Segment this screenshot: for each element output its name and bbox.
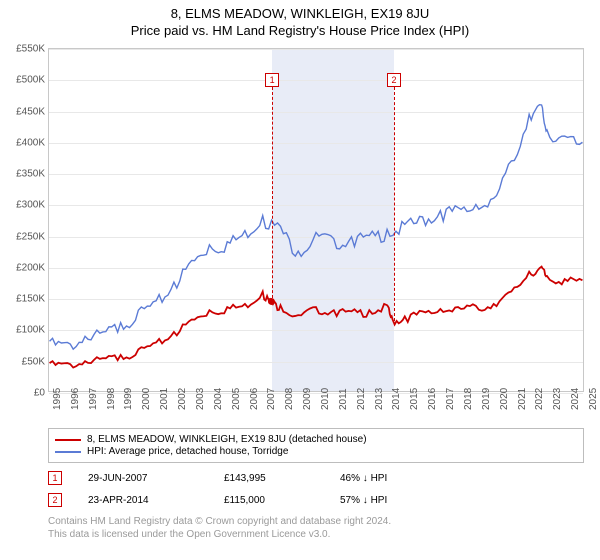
sale-row: 2 23-APR-2014 £115,000 57% ↓ HPI: [48, 493, 584, 507]
marker-dot: [268, 298, 275, 305]
y-tick-label: £300K: [1, 200, 45, 211]
y-tick-label: £250K: [1, 231, 45, 242]
sale-row: 1 29-JUN-2007 £143,995 46% ↓ HPI: [48, 471, 584, 485]
x-tick-label: 2009: [302, 388, 313, 410]
x-tick-label: 1999: [123, 388, 134, 410]
x-tick-label: 2019: [481, 388, 492, 410]
sale-hpi: 46% ↓ HPI: [340, 473, 387, 484]
footer-line-2: This data is licensed under the Open Gov…: [48, 528, 584, 541]
legend-swatch: [55, 439, 81, 441]
x-tick-label: 2017: [445, 388, 456, 410]
x-tick-label: 2006: [249, 388, 260, 410]
sale-price: £115,000: [224, 495, 314, 506]
x-tick-label: 2024: [570, 388, 581, 410]
x-tick-label: 2013: [374, 388, 385, 410]
chart-title-1: 8, ELMS MEADOW, WINKLEIGH, EX19 8JU: [0, 6, 600, 21]
series-line: [50, 105, 583, 349]
x-tick-label: 2023: [552, 388, 563, 410]
sale-date: 23-APR-2014: [88, 495, 198, 506]
sale-date: 29-JUN-2007: [88, 473, 198, 484]
x-tick-label: 2008: [284, 388, 295, 410]
x-tick-label: 2002: [177, 388, 188, 410]
y-tick-label: £100K: [1, 325, 45, 336]
x-tick-label: 2021: [517, 388, 528, 410]
legend-label: HPI: Average price, detached house, Torr…: [87, 446, 288, 457]
x-tick-label: 2010: [320, 388, 331, 410]
y-tick-label: £550K: [1, 44, 45, 55]
x-tick-label: 1995: [52, 388, 63, 410]
footer-line-1: Contains HM Land Registry data © Crown c…: [48, 515, 584, 528]
sale-hpi: 57% ↓ HPI: [340, 495, 387, 506]
y-tick-label: £150K: [1, 294, 45, 305]
x-tick-label: 2018: [463, 388, 474, 410]
y-tick-label: £50K: [1, 356, 45, 367]
x-tick-label: 1996: [70, 388, 81, 410]
sale-marker-box: 2: [48, 493, 62, 507]
x-tick-label: 2003: [195, 388, 206, 410]
x-tick-label: 2007: [266, 388, 277, 410]
x-tick-label: 2005: [231, 388, 242, 410]
x-tick-label: 1997: [88, 388, 99, 410]
x-tick-label: 2000: [141, 388, 152, 410]
legend-row: HPI: Average price, detached house, Torr…: [55, 446, 577, 457]
y-tick-label: £350K: [1, 169, 45, 180]
series-line: [50, 267, 583, 368]
y-tick-label: £400K: [1, 137, 45, 148]
legend-box: 8, ELMS MEADOW, WINKLEIGH, EX19 8JU (det…: [48, 428, 584, 463]
x-tick-label: 2020: [499, 388, 510, 410]
x-tick-label: 2025: [588, 388, 599, 410]
chart-marker-box: 1: [265, 73, 279, 87]
x-tick-label: 1998: [106, 388, 117, 410]
x-tick-label: 2016: [427, 388, 438, 410]
chart-lines-svg: [49, 49, 583, 391]
y-tick-label: £450K: [1, 106, 45, 117]
x-tick-label: 2011: [338, 388, 349, 410]
chart-marker-box: 2: [387, 73, 401, 87]
y-tick-label: £0: [1, 388, 45, 399]
footer-note: Contains HM Land Registry data © Crown c…: [48, 515, 584, 541]
legend-swatch: [55, 451, 81, 453]
x-tick-label: 2014: [391, 388, 402, 410]
chart-plot-area: £0£50K£100K£150K£200K£250K£300K£350K£400…: [48, 48, 584, 392]
sale-marker-box: 1: [48, 471, 62, 485]
x-tick-label: 2004: [213, 388, 224, 410]
chart-title-2: Price paid vs. HM Land Registry's House …: [0, 23, 600, 38]
y-tick-label: £200K: [1, 262, 45, 273]
x-tick-label: 2001: [159, 388, 170, 410]
sale-price: £143,995: [224, 473, 314, 484]
x-tick-label: 2015: [409, 388, 420, 410]
x-tick-label: 2012: [356, 388, 367, 410]
legend-label: 8, ELMS MEADOW, WINKLEIGH, EX19 8JU (det…: [87, 434, 367, 445]
x-tick-label: 2022: [534, 388, 545, 410]
y-tick-label: £500K: [1, 75, 45, 86]
legend-row: 8, ELMS MEADOW, WINKLEIGH, EX19 8JU (det…: [55, 434, 577, 445]
